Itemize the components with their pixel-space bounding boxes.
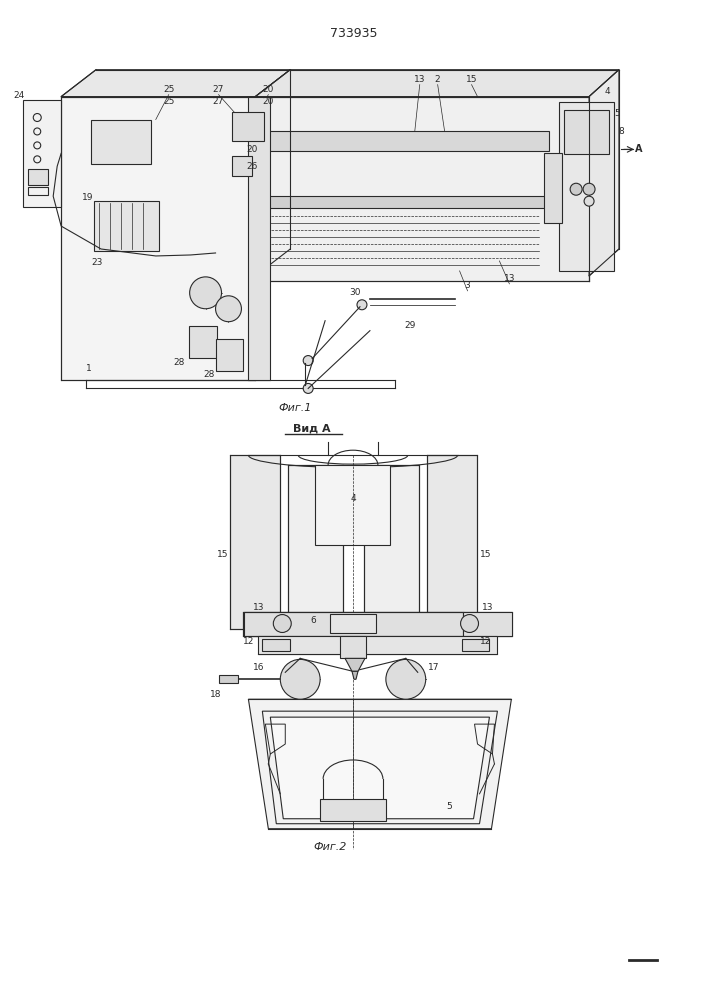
Bar	[218, 675, 238, 683]
Text: 13: 13	[503, 274, 515, 283]
Bar	[364, 465, 419, 615]
Polygon shape	[345, 658, 365, 671]
Circle shape	[216, 296, 242, 322]
Text: Фиг.1: Фиг.1	[279, 403, 312, 413]
Text: Вид A: Вид A	[293, 423, 331, 433]
Circle shape	[274, 615, 291, 632]
Bar	[564, 110, 609, 154]
Bar	[189, 326, 216, 358]
Bar	[462, 639, 489, 651]
Text: 12: 12	[243, 637, 254, 646]
Polygon shape	[255, 70, 291, 276]
Bar	[28, 169, 48, 185]
Text: 26: 26	[247, 162, 258, 171]
Bar	[94, 201, 159, 251]
Bar	[230, 455, 280, 629]
Text: 19: 19	[82, 193, 94, 202]
Polygon shape	[589, 70, 619, 276]
Bar	[28, 187, 48, 195]
Text: Фиг.2: Фиг.2	[313, 842, 346, 852]
Polygon shape	[255, 70, 619, 97]
Polygon shape	[255, 97, 589, 281]
Polygon shape	[61, 70, 291, 97]
Bar	[216, 339, 243, 371]
Bar	[260, 131, 549, 151]
Polygon shape	[352, 671, 358, 679]
Bar	[340, 636, 366, 658]
Bar	[243, 612, 513, 636]
Text: 8: 8	[618, 127, 624, 136]
Bar	[260, 196, 549, 208]
Bar	[315, 465, 390, 545]
Bar	[320, 799, 386, 821]
Text: 3: 3	[464, 281, 470, 290]
Text: 23: 23	[91, 258, 103, 267]
Bar	[258, 636, 498, 654]
Circle shape	[570, 183, 582, 195]
Text: 733935: 733935	[330, 27, 378, 40]
Bar	[427, 455, 477, 629]
Text: 2: 2	[435, 75, 440, 84]
Circle shape	[303, 383, 313, 393]
Bar	[462, 612, 513, 636]
Text: 13: 13	[481, 603, 493, 612]
Text: 17: 17	[428, 663, 440, 672]
Bar	[61, 97, 255, 380]
Circle shape	[584, 196, 594, 206]
Circle shape	[303, 356, 313, 366]
Circle shape	[280, 659, 320, 699]
Text: 24: 24	[13, 91, 25, 100]
Text: 6: 6	[310, 616, 316, 625]
Polygon shape	[270, 717, 489, 819]
Text: 25: 25	[163, 85, 175, 94]
Bar	[330, 614, 376, 633]
Bar	[544, 153, 562, 223]
Text: 27: 27	[213, 85, 224, 94]
Text: 12: 12	[480, 637, 491, 646]
Circle shape	[386, 659, 426, 699]
Text: 20: 20	[247, 145, 258, 154]
Text: 20: 20	[262, 97, 274, 106]
Circle shape	[583, 183, 595, 195]
Text: 15: 15	[466, 75, 477, 84]
Bar	[233, 156, 252, 176]
Bar	[288, 465, 343, 615]
Polygon shape	[248, 699, 511, 829]
Circle shape	[460, 615, 479, 632]
Text: 16: 16	[252, 663, 264, 672]
Text: 28: 28	[203, 370, 214, 379]
Bar	[245, 612, 464, 636]
Text: 4: 4	[350, 494, 356, 503]
Text: 29: 29	[404, 321, 416, 330]
Text: 15: 15	[480, 550, 491, 559]
Text: 28: 28	[173, 358, 185, 367]
Bar	[91, 120, 151, 164]
Circle shape	[357, 300, 367, 310]
Text: 27: 27	[213, 97, 224, 106]
Bar	[559, 102, 614, 271]
Text: 15: 15	[217, 550, 228, 559]
Text: 5: 5	[614, 109, 620, 118]
Bar	[262, 639, 291, 651]
Bar	[243, 612, 462, 636]
Text: 20: 20	[262, 85, 274, 94]
Text: 25: 25	[163, 97, 175, 106]
Text: 13: 13	[252, 603, 264, 612]
Circle shape	[189, 277, 221, 309]
Text: 30: 30	[349, 288, 361, 297]
Text: 18: 18	[210, 690, 221, 699]
Bar	[23, 100, 61, 207]
Text: 4: 4	[604, 87, 610, 96]
Bar	[233, 112, 264, 141]
Text: 5: 5	[447, 802, 452, 811]
Text: 1: 1	[86, 364, 92, 373]
Bar	[248, 97, 270, 380]
Text: 13: 13	[414, 75, 426, 84]
Text: A: A	[635, 144, 643, 154]
